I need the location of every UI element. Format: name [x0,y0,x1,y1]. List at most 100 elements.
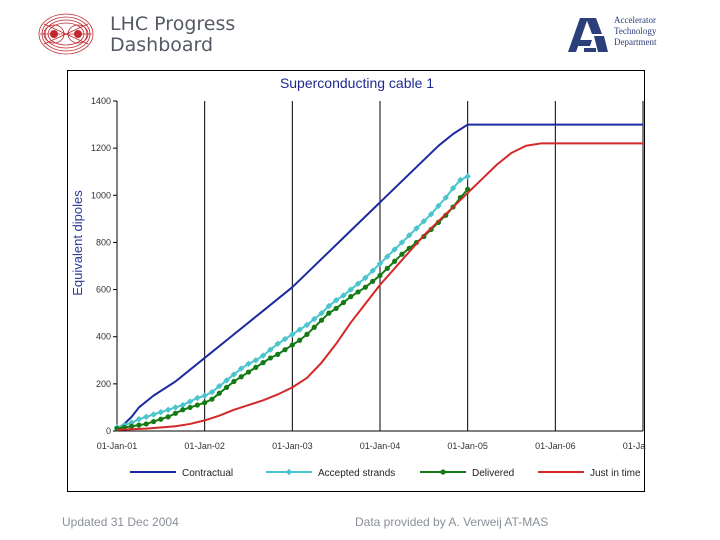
data-point-delivered [194,402,200,408]
y-tick-label: 200 [96,379,111,389]
data-point-delivered [158,416,164,422]
data-point-delivered [318,317,325,323]
data-point-accepted-strands [318,309,325,317]
data-point-accepted-strands [252,357,260,364]
data-point-accepted-strands [237,365,245,372]
data-point-accepted-strands [274,340,281,347]
data-point-accepted-strands [457,176,464,184]
x-tick-label: 01-Jan-02 [184,441,225,451]
data-point-delivered [333,305,339,312]
legend-marker-delivered [440,469,446,475]
department-line3: Department [614,37,657,47]
series-lines [113,123,643,432]
legend-label-contractual: Contractual [182,468,233,479]
chart-frame: Superconducting cable 1 Equivalent dipol… [67,70,646,492]
data-point-delivered [289,342,295,348]
legend: Contractual Accepted strands Delivered Just… [130,468,641,479]
data-point-accepted-strands [186,398,194,405]
data-point-delivered [370,278,376,284]
data-point-delivered [304,331,310,337]
dashboard-title: LHC Progress Dashboard [110,14,235,56]
data-point-delivered [129,423,135,429]
data-point-accepted-strands [150,411,157,418]
series-line-contractual [116,123,643,430]
data-point-delivered [275,351,281,357]
data-point-accepted-strands [449,185,457,192]
data-point-accepted-strands [172,404,179,411]
lhc-logo-icon [38,13,94,55]
data-point-delivered [384,265,390,271]
data-point-delivered [282,347,288,353]
data-point-accepted-strands [340,292,347,299]
axes: 01-Jan-01 01-Jan-02 01-Jan-03 01-Jan-04 01-J… [91,96,646,451]
department-name: Accelerator Technology Department [614,15,656,48]
data-point-accepted-strands [384,253,391,260]
data-point-accepted-strands [281,335,289,343]
legend-label-accepted-strands: Accepted strands [318,468,395,479]
data-point-delivered [209,396,215,402]
y-tick-label: 0 [106,426,111,436]
x-tick-label: 01-Jan-04 [360,441,401,451]
data-point-delivered [267,355,274,361]
data-point-accepted-strands [267,346,274,353]
data-point-delivered [245,369,252,375]
data-point-delivered [340,299,347,306]
data-point-accepted-strands [420,218,428,225]
legend-label-delivered: Delivered [472,468,514,479]
department-line2: Technology [614,26,657,36]
data-point-accepted-strands [157,408,165,416]
data-point-accepted-strands [223,377,230,384]
data-point-accepted-strands [398,239,406,246]
y-tick-label: 1000 [91,190,111,200]
data-point-accepted-strands [289,331,296,338]
data-point-delivered [238,374,244,380]
data-point-accepted-strands [194,394,201,402]
legend-label-just-in-time: Just in time [590,468,641,479]
data-point-delivered [362,284,368,290]
x-tick-label: 01-Jan-06 [535,441,576,451]
data-point-delivered [399,251,405,257]
x-tick-label: 01-Jan-05 [447,441,488,451]
data-point-accepted-strands [413,225,420,232]
data-point-accepted-strands [245,360,252,368]
data-point-delivered [172,410,179,416]
atd-logo-icon [568,18,608,52]
series-line-just-in-time [116,142,643,431]
y-axis-label: Equivalent dipoles [70,190,85,296]
data-point-delivered [355,289,361,295]
data-point-delivered [143,421,149,427]
data-point-delivered [377,272,383,279]
x-tick-label: 01-Jan-03 [272,441,313,451]
data-point-delivered [326,310,332,316]
data-point-accepted-strands [362,274,369,281]
data-point-accepted-strands [347,286,354,293]
y-tick-label: 800 [96,237,111,247]
dashboard-header: LHC Progress Dashboard Accelerator Techn… [0,0,720,70]
data-point-accepted-strands [208,388,216,396]
data-point-accepted-strands [135,416,143,423]
data-point-accepted-strands [406,232,413,239]
data-point-delivered [150,418,157,425]
y-tick-label: 1400 [91,96,111,106]
data-point-delivered [223,384,230,390]
chart-title: Superconducting cable 1 [280,75,434,91]
data-point-accepted-strands [201,392,208,399]
data-point-delivered [348,294,354,300]
x-tick-label: 01-Jan-01 [97,441,138,451]
data-point-delivered [187,404,193,411]
data-point-accepted-strands [332,296,340,304]
data-point-delivered [180,407,186,413]
data-point-accepted-strands [303,321,311,329]
data-point-delivered [165,414,171,420]
data-point-delivered [202,400,208,406]
data-point-delivered [311,324,317,330]
data-point-accepted-strands [311,315,318,323]
data-point-accepted-strands [464,173,471,180]
legend-marker-accepted-strands [285,468,293,476]
data-point-delivered [136,422,142,428]
data-point-delivered [216,390,222,396]
dashboard-title-line1: LHC Progress [110,13,236,35]
data-point-accepted-strands [442,194,449,201]
data-point-accepted-strands [369,267,376,274]
x-tick-label: 01-Jan-07 [623,441,646,451]
